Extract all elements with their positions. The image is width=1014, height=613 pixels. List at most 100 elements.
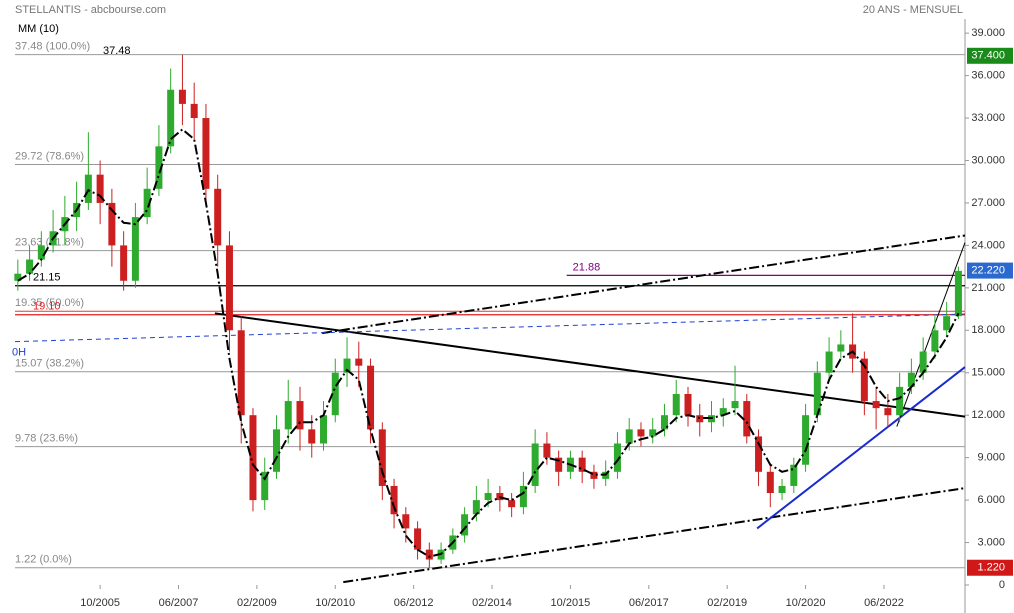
y-tick-label: 33.000 <box>971 112 1005 124</box>
y-tick-label: 21.000 <box>971 282 1005 294</box>
fib-label: 29.72 (78.6%) <box>15 150 84 162</box>
candle-body <box>649 429 657 437</box>
y-tick-label: 24.000 <box>971 239 1005 251</box>
x-tick-label: 02/2014 <box>472 597 512 609</box>
x-tick-label: 10/2010 <box>315 597 355 609</box>
x-tick-label: 06/2007 <box>159 597 199 609</box>
price-badge-label: 37.400 <box>971 50 1005 62</box>
candle-body <box>766 471 774 494</box>
candle-body <box>625 429 633 444</box>
candle-body <box>225 245 233 331</box>
candle-body <box>367 365 375 430</box>
candle-body <box>96 174 104 203</box>
candle-body <box>919 351 927 373</box>
trend-line <box>14 313 966 343</box>
y-tick-label: 15.000 <box>971 367 1005 379</box>
candle-body <box>284 401 292 430</box>
candle-body <box>308 429 316 444</box>
price-badge-label: 1.220 <box>977 562 1005 574</box>
candle-body <box>896 386 904 416</box>
candle-body <box>860 358 868 402</box>
fib-label: 15.07 (38.2%) <box>15 358 84 370</box>
candle-body <box>237 330 245 416</box>
candle-body <box>531 443 539 486</box>
candle-body <box>390 485 398 515</box>
x-tick-label: 02/2009 <box>237 597 277 609</box>
candle-body <box>178 89 186 104</box>
candle-body <box>613 443 621 472</box>
candle-body <box>543 443 551 458</box>
candle-body <box>672 393 680 416</box>
candle-body <box>108 202 116 246</box>
x-tick-label: 06/2022 <box>864 597 904 609</box>
candle-body <box>943 316 951 331</box>
candle-body <box>790 464 798 486</box>
candle-body <box>296 401 304 430</box>
moving-average <box>17 128 960 558</box>
candle-body <box>825 351 833 373</box>
chart-title: STELLANTIS - abcbourse.com <box>15 4 166 16</box>
candle-body <box>131 217 139 281</box>
candle-body <box>14 273 22 281</box>
candle-body <box>813 372 821 416</box>
candle-body <box>355 358 363 366</box>
x-tick-label: 10/2015 <box>551 597 591 609</box>
indicator-label: MM (10) <box>18 23 59 35</box>
trend-line <box>896 242 966 427</box>
y-tick-label: 3.000 <box>977 536 1005 548</box>
x-tick-label: 10/2020 <box>786 597 826 609</box>
candle-body <box>519 485 527 508</box>
candle-body <box>272 429 280 472</box>
candle-body <box>84 174 92 203</box>
y-tick-label: 36.000 <box>971 70 1005 82</box>
y-tick-label: 27.000 <box>971 197 1005 209</box>
y-tick-label: 9.000 <box>977 452 1005 464</box>
candle-body <box>214 188 222 246</box>
candle-body <box>954 270 962 317</box>
y-tick-label: 18.000 <box>971 324 1005 336</box>
candle-body <box>402 514 410 529</box>
candle-body <box>931 330 939 352</box>
candle-body <box>778 485 786 494</box>
candle-body <box>755 436 763 472</box>
candle-body <box>378 429 386 486</box>
chart-subtitle: 20 ANS - MENSUEL <box>863 4 963 16</box>
candle-body <box>331 372 339 416</box>
candle-body <box>461 514 469 536</box>
fib-label: 23.63 (61.8%) <box>15 237 84 249</box>
candle-body <box>484 493 492 501</box>
candle-body <box>425 549 433 560</box>
candle-body <box>684 393 692 416</box>
candle-body <box>320 415 328 444</box>
trend-line <box>756 366 966 530</box>
candle-body <box>120 245 128 281</box>
candle-body <box>155 146 163 189</box>
x-tick-label: 02/2019 <box>707 597 747 609</box>
candle-body <box>190 103 198 119</box>
trend-line <box>321 234 966 335</box>
candle-body <box>37 245 45 260</box>
candle-body <box>719 408 727 416</box>
candle-body <box>555 457 563 472</box>
trend-line <box>214 312 966 418</box>
x-tick-label: 06/2017 <box>629 597 669 609</box>
candle-body <box>26 259 34 274</box>
candle-body <box>249 415 257 501</box>
price-badge <box>967 47 1013 64</box>
price-badge-label: 22.220 <box>971 264 1005 276</box>
level-label: 19.10 <box>33 301 61 313</box>
y-tick-label: 12.000 <box>971 409 1005 421</box>
x-tick-label: 10/2005 <box>80 597 120 609</box>
candle-body <box>202 118 210 189</box>
candle-body <box>472 500 480 515</box>
candle-body <box>590 471 598 479</box>
trend-label: 0H <box>12 347 26 359</box>
peak-label: 37.48 <box>103 45 131 57</box>
y-tick-label: 6.000 <box>977 494 1005 506</box>
trend-line <box>343 487 966 584</box>
price-badge <box>967 262 1013 279</box>
candle-body <box>637 429 645 437</box>
fib-label: 19.35 (50.0%) <box>15 297 84 309</box>
